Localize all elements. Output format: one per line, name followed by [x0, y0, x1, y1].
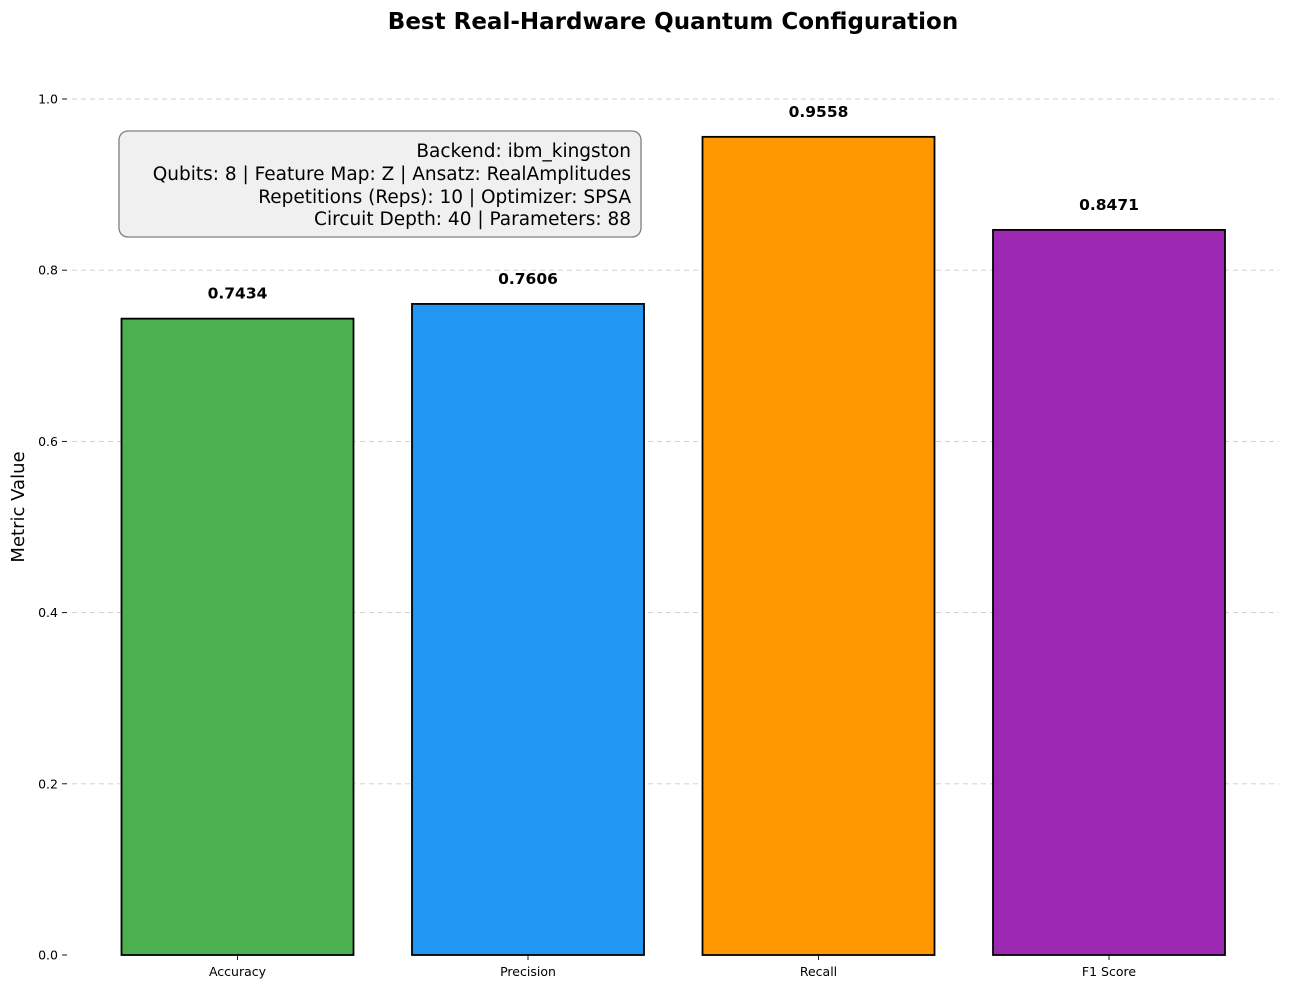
y-axis-label: Metric Value — [8, 451, 29, 562]
x-tick-label: F1 Score — [1082, 964, 1136, 979]
value-label: 0.7606 — [498, 270, 558, 288]
bar-f1-score — [992, 228, 1226, 956]
x-axis-ticks: Accuracy Precision Recall F1 Score — [209, 955, 1136, 979]
y-tick-label: 0.6 — [38, 434, 58, 449]
bar-precision — [411, 303, 645, 956]
chart-title: Best Real-Hardware Quantum Configuration — [388, 9, 958, 35]
value-label: 0.7434 — [208, 285, 268, 303]
bar-recall — [701, 135, 936, 956]
value-label: 0.8471 — [1079, 196, 1139, 214]
info-line-qubits: Qubits: 8 | Feature Map: Z | Ansatz: Rea… — [153, 164, 631, 185]
y-tick-label: 0.4 — [38, 605, 58, 620]
configuration-info-box: Backend: ibm_kingston Qubits: 8 | Featur… — [118, 130, 642, 238]
y-tick-label: 0.0 — [38, 948, 58, 963]
value-label: 0.9558 — [789, 103, 849, 121]
bar-accuracy — [120, 317, 355, 956]
x-tick-label: Accuracy — [209, 964, 267, 979]
value-labels: 0.7434 0.7606 0.9558 0.8471 — [208, 103, 1139, 303]
y-tick-label: 0.8 — [38, 263, 58, 278]
x-tick-label: Precision — [500, 964, 556, 979]
y-tick-label: 0.2 — [38, 776, 58, 791]
bars — [120, 135, 1226, 956]
x-tick-label: Recall — [800, 964, 837, 979]
y-axis-ticks: 0.0 0.2 0.4 0.6 0.8 1.0 — [38, 92, 67, 963]
info-line-reps: Repetitions (Reps): 10 | Optimizer: SPSA — [258, 187, 631, 208]
y-tick-label: 1.0 — [38, 92, 58, 107]
info-line-backend: Backend: ibm_kingston — [416, 141, 631, 162]
info-line-depth: Circuit Depth: 40 | Parameters: 88 — [314, 209, 631, 230]
info-box-background — [118, 130, 642, 238]
